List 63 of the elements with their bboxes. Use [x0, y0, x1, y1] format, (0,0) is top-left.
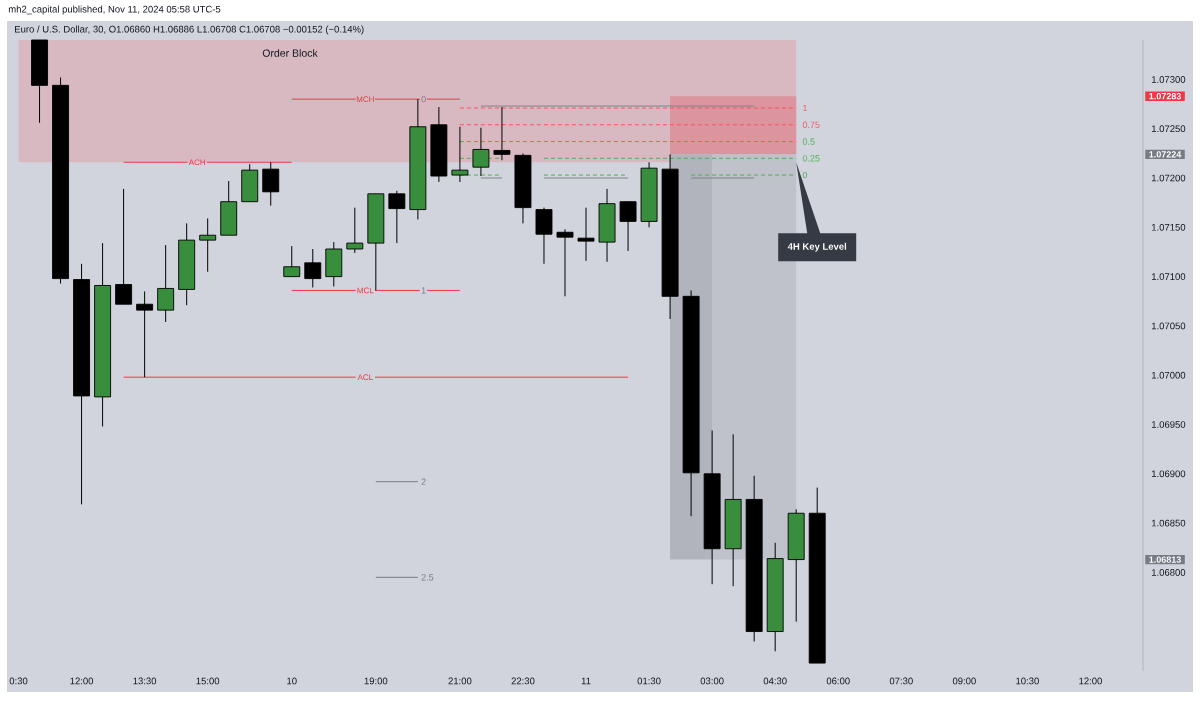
- x-tick-label: 22:30: [511, 677, 535, 685]
- series-label: 0.5: [802, 138, 815, 145]
- candlestick: [472, 127, 490, 177]
- x-tick-label: 04:30: [763, 677, 787, 685]
- candlestick: [262, 161, 280, 207]
- y-tick-label: 1.07050: [1152, 322, 1186, 330]
- x-tick-label: 07:30: [889, 677, 913, 685]
- x-tick-label: 13:30: [133, 677, 157, 685]
- x-tick-label: 09:00: [952, 677, 976, 685]
- series-label: 0.75: [802, 121, 820, 128]
- series-label: MCL: [357, 287, 374, 294]
- candlestick: [556, 228, 574, 297]
- annotation: 1: [421, 287, 426, 294]
- y-tick-label: 1.07150: [1152, 223, 1186, 231]
- text: 1.07283: [1149, 93, 1181, 100]
- x-tick-label: 10: [287, 677, 297, 685]
- y-tick-label: 1.07100: [1152, 273, 1186, 280]
- annotation: Order Block: [262, 49, 318, 57]
- candlestick: [619, 201, 637, 252]
- y-tick-label: 1.06850: [1152, 519, 1186, 527]
- series-label: 2: [421, 478, 426, 485]
- candlestick: [136, 290, 154, 378]
- series-label: 0: [802, 171, 808, 179]
- annotation: 4H Key Level: [787, 242, 847, 252]
- x-tick-label: 21:00: [448, 677, 472, 685]
- y-tick-label: 1.07200: [1152, 174, 1186, 182]
- x-tick-label: 12:00: [70, 677, 94, 685]
- series-label: ACL: [357, 374, 373, 381]
- candlestick: [451, 126, 469, 183]
- x-tick-label: 06:00: [826, 677, 850, 685]
- y-tick-label: 1.07300: [1152, 76, 1186, 83]
- annotation: 0: [421, 95, 426, 103]
- candlestick: [388, 190, 406, 244]
- y-tick-label: 1.07250: [1152, 125, 1186, 133]
- x-tick-label: 19:00: [364, 677, 388, 685]
- candlestick: [157, 244, 175, 323]
- candlestick: [115, 188, 133, 305]
- x-tick-label: 0:30: [9, 677, 28, 685]
- candlestick: [199, 217, 217, 273]
- candlestick: [493, 106, 511, 161]
- series-label: 2.5: [421, 574, 434, 581]
- text: 1.07224: [1149, 151, 1182, 158]
- series-label: MCH: [356, 96, 374, 102]
- x-tick-label: 03:00: [700, 677, 724, 685]
- candlestick: [283, 245, 301, 278]
- series-label: 0.25: [802, 155, 820, 162]
- x-tick-label: 11: [581, 677, 591, 685]
- x-tick-label: 12:00: [1079, 677, 1102, 685]
- x-tick-label: 10:30: [1016, 677, 1039, 685]
- y-tick-label: 1.06900: [1152, 470, 1186, 478]
- series-label: ACH: [188, 159, 205, 166]
- candlestick: [346, 207, 364, 254]
- candlestick: [304, 248, 322, 288]
- candlestick: [577, 207, 595, 262]
- x-tick-label: 15:00: [196, 677, 220, 685]
- y-tick-label: 1.07000: [1152, 371, 1186, 379]
- series-label: 1: [803, 104, 808, 112]
- text: 1.06813: [1149, 556, 1181, 563]
- y-tick-label: 1.06950: [1152, 421, 1186, 428]
- chart-title: Euro / U.S. Dollar, 30, O1.06860 H1.06886 L1.06708 C1.06708 −0.00152 (−0.14%): [15, 25, 364, 35]
- text: mh2_capital published, Nov 11, 2024 05:58 UTC-5: [8, 5, 221, 15]
- x-tick-label: 01:30: [637, 677, 661, 685]
- y-tick-label: 1.06800: [1152, 569, 1186, 576]
